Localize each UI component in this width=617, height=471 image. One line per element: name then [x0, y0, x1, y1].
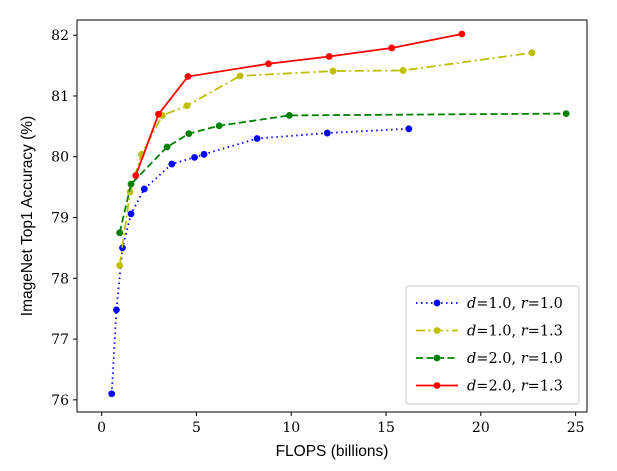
data-point: [200, 150, 208, 158]
y-axis-title: ImageNet Top1 Accuracy (%): [19, 116, 36, 316]
x-tick-label: 0: [97, 420, 106, 436]
x-tick-label: 20: [472, 420, 490, 436]
legend-label-part: r: [521, 379, 529, 395]
y-tick-label: 80: [51, 150, 69, 166]
y-tick-label: 79: [51, 211, 69, 227]
data-point: [183, 102, 191, 110]
x-tick-label: 5: [192, 420, 201, 436]
legend-label: d=2.0, r=1.3: [467, 379, 563, 395]
data-point: [323, 129, 331, 137]
data-point: [325, 53, 333, 60]
legend-item-2: d=2.0, r=1.0: [416, 351, 563, 367]
series-1: [116, 49, 536, 269]
data-point: [168, 160, 176, 168]
legend: d=1.0, r=1.0d=1.0, r=1.3d=2.0, r=1.0d=2.…: [405, 285, 580, 405]
y-tick-label: 81: [51, 89, 69, 105]
data-point: [191, 153, 198, 161]
legend-label-part: =1.3: [528, 324, 563, 340]
data-point: [236, 72, 244, 80]
x-axis-ticks: 0 5 10 15 20 25: [97, 412, 585, 436]
data-point: [108, 390, 116, 398]
y-axis-ticks: 76 77 78 79 80 81 82: [51, 28, 77, 409]
data-point: [140, 185, 148, 193]
y-tick-label: 82: [51, 28, 69, 44]
legend-label-part: =2.0,: [476, 351, 520, 367]
legend-label-part: =1.0,: [476, 296, 520, 312]
data-point: [132, 172, 140, 179]
data-point: [285, 112, 293, 119]
series-3: [132, 30, 466, 179]
legend-item-3: d=2.0, r=1.3: [416, 379, 563, 395]
series-0: [108, 125, 413, 398]
data-point: [388, 44, 396, 52]
x-axis-title: FLOPS (billions): [276, 443, 389, 460]
data-point: [113, 306, 120, 314]
y-tick-label: 77: [51, 332, 69, 348]
legend-label-part: =1.0: [528, 296, 563, 312]
x-tick-label: 25: [567, 420, 585, 436]
legend-marker: [433, 382, 441, 389]
legend-label-part: d: [467, 324, 476, 340]
legend-box: [405, 285, 580, 405]
legend-item-0: d=1.0, r=1.0: [416, 296, 563, 312]
data-point: [127, 180, 135, 188]
data-point: [185, 130, 193, 138]
legend-label-part: d: [467, 351, 476, 367]
data-point: [458, 30, 466, 38]
data-point: [155, 110, 162, 118]
series-line: [110, 127, 409, 394]
series-2: [116, 110, 570, 237]
legend-label-part: r: [521, 351, 529, 367]
data-point: [163, 143, 171, 151]
data-point: [127, 210, 135, 218]
legend-item-1: d=1.0, r=1.3: [416, 324, 563, 340]
legend-label: d=1.0, r=1.0: [467, 296, 563, 312]
legend-marker: [433, 354, 441, 362]
legend-label: d=1.0, r=1.3: [467, 324, 563, 340]
data-point: [265, 60, 272, 68]
x-tick-label: 10: [282, 420, 300, 436]
y-tick-label: 78: [51, 271, 69, 287]
legend-label-part: r: [521, 296, 529, 312]
legend-label-part: =1.0,: [476, 324, 520, 340]
data-point: [562, 110, 570, 117]
data-point: [184, 73, 192, 80]
x-tick-label: 15: [377, 420, 395, 436]
legend-label-part: d: [467, 296, 476, 312]
series-layer: [108, 30, 570, 398]
legend-marker: [433, 299, 441, 307]
data-point: [215, 122, 223, 130]
data-point: [405, 125, 413, 133]
y-tick-label: 76: [51, 393, 69, 409]
legend-marker: [433, 327, 441, 334]
data-point: [399, 67, 407, 74]
data-point: [116, 229, 124, 237]
data-point: [329, 67, 337, 75]
legend-label-part: d: [467, 379, 476, 395]
data-point: [528, 49, 536, 57]
plot-frame: [76, 19, 588, 413]
data-point: [116, 262, 124, 269]
legend-label-part: r: [521, 324, 529, 340]
legend-label: d=2.0, r=1.0: [467, 351, 563, 367]
legend-label-part: =2.0,: [476, 379, 520, 395]
data-point: [253, 135, 261, 142]
legend-label-part: =1.0: [528, 351, 563, 367]
data-point: [119, 244, 126, 252]
legend-label-part: =1.3: [528, 379, 563, 395]
